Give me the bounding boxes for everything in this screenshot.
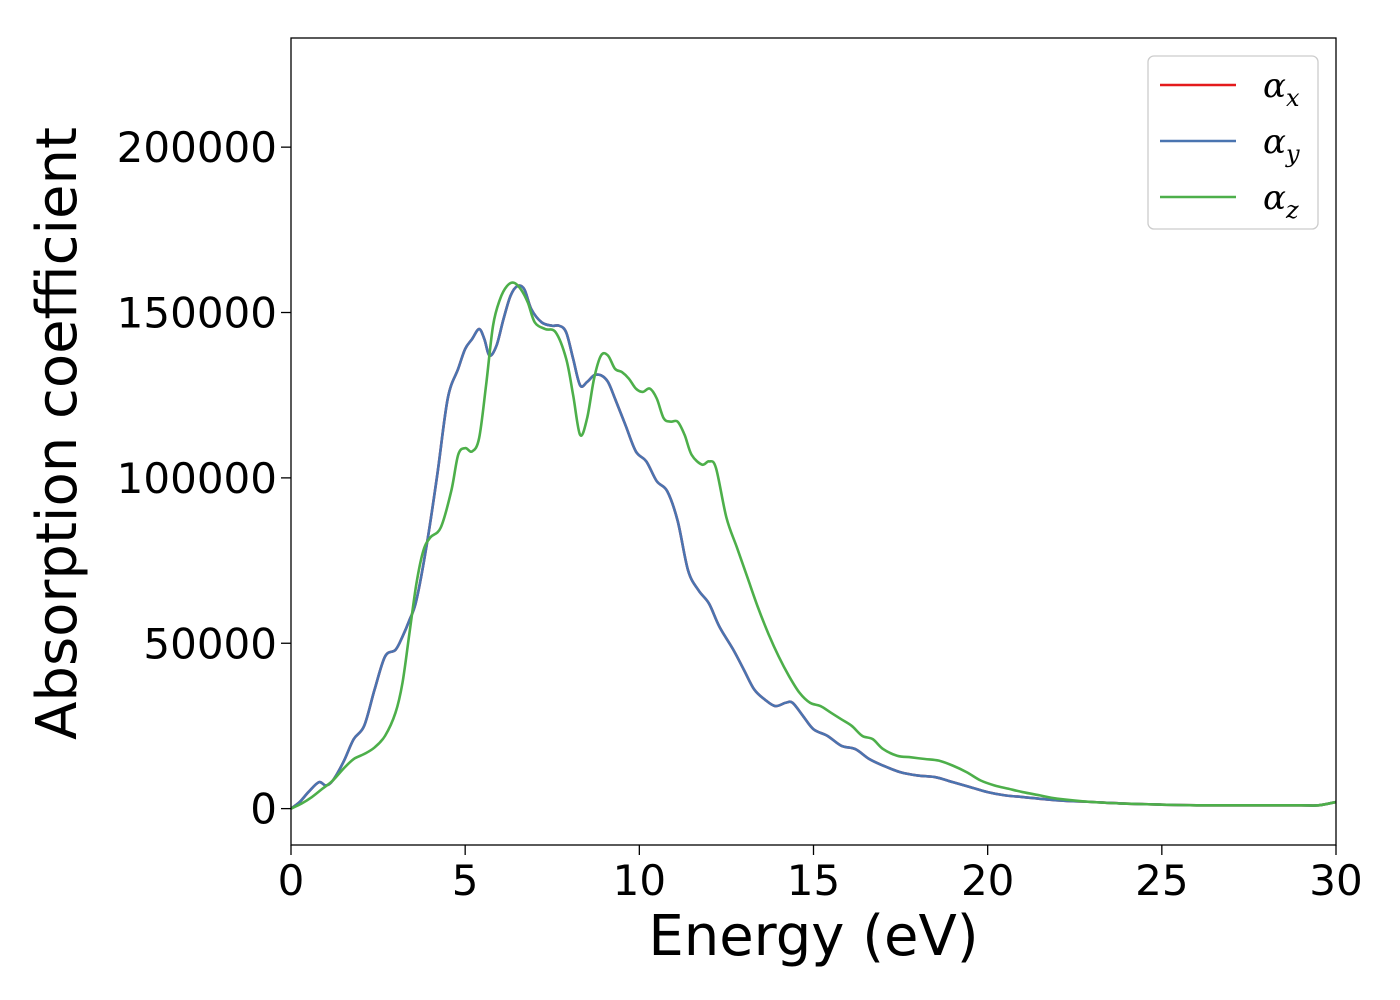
y-tick-label: 100000: [117, 454, 277, 503]
legend-box: [1147, 55, 1319, 230]
x-axis-title: Energy (eV): [648, 904, 978, 969]
x-tick-label: 10: [613, 856, 666, 905]
x-tick-label: 0: [278, 856, 305, 905]
x-tick-label: 5: [452, 856, 479, 905]
legend-label-alpha-x: αx: [1263, 66, 1300, 112]
y-tick-label: 0: [250, 785, 277, 834]
y-axis-ticks: 0 50000 100000 150000 200000: [117, 123, 291, 834]
legend-label-alpha-y: αy: [1263, 122, 1300, 168]
y-tick-label: 50000: [143, 619, 277, 668]
x-tick-label: 30: [1309, 856, 1362, 905]
y-tick-label: 150000: [117, 289, 277, 338]
series-layer: [291, 281, 1336, 810]
y-axis-title: Absorption coefficient: [25, 127, 90, 740]
x-axis-ticks: 0 5 10 15 20 25 30: [278, 845, 1363, 905]
y-tick-label: 200000: [117, 123, 277, 172]
x-tick-label: 25: [1135, 856, 1188, 905]
series-line-alpha-y: [291, 284, 1336, 810]
legend: αx αy αz: [1147, 55, 1319, 230]
legend-label-alpha-z: αz: [1263, 178, 1299, 224]
series-line-alpha-z: [291, 281, 1336, 810]
x-tick-label: 20: [961, 856, 1014, 905]
x-tick-label: 15: [787, 856, 840, 905]
